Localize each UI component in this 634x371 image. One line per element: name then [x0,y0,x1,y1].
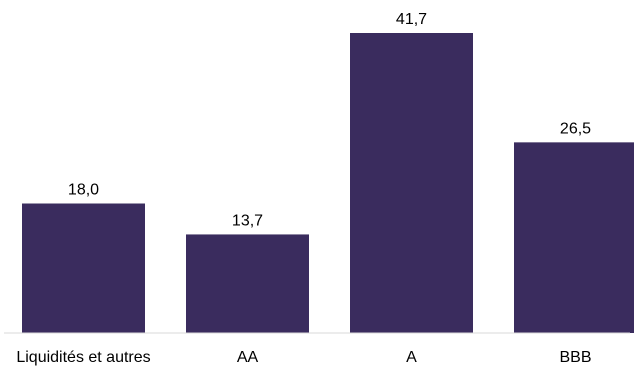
value-labels-group: 18,0 13,7 41,7 26,5 [68,11,591,229]
value-label-1: 18,0 [68,182,99,199]
x-tick-label-3: A [406,349,417,366]
value-label-3: 41,7 [396,11,427,28]
x-tick-label-4: BBB [559,349,591,366]
x-tick-labels-group: Liquidités et autres AA A BBB [16,349,591,366]
x-tick-label-1: Liquidités et autres [16,349,150,366]
x-tick-label-2: AA [237,349,259,366]
bar-4 [514,142,634,333]
value-label-4: 26,5 [560,120,591,137]
value-label-2: 13,7 [232,212,263,229]
bars-group [22,33,634,333]
bar-3 [350,33,473,333]
bar-1 [22,203,145,333]
bar-2 [186,234,309,333]
